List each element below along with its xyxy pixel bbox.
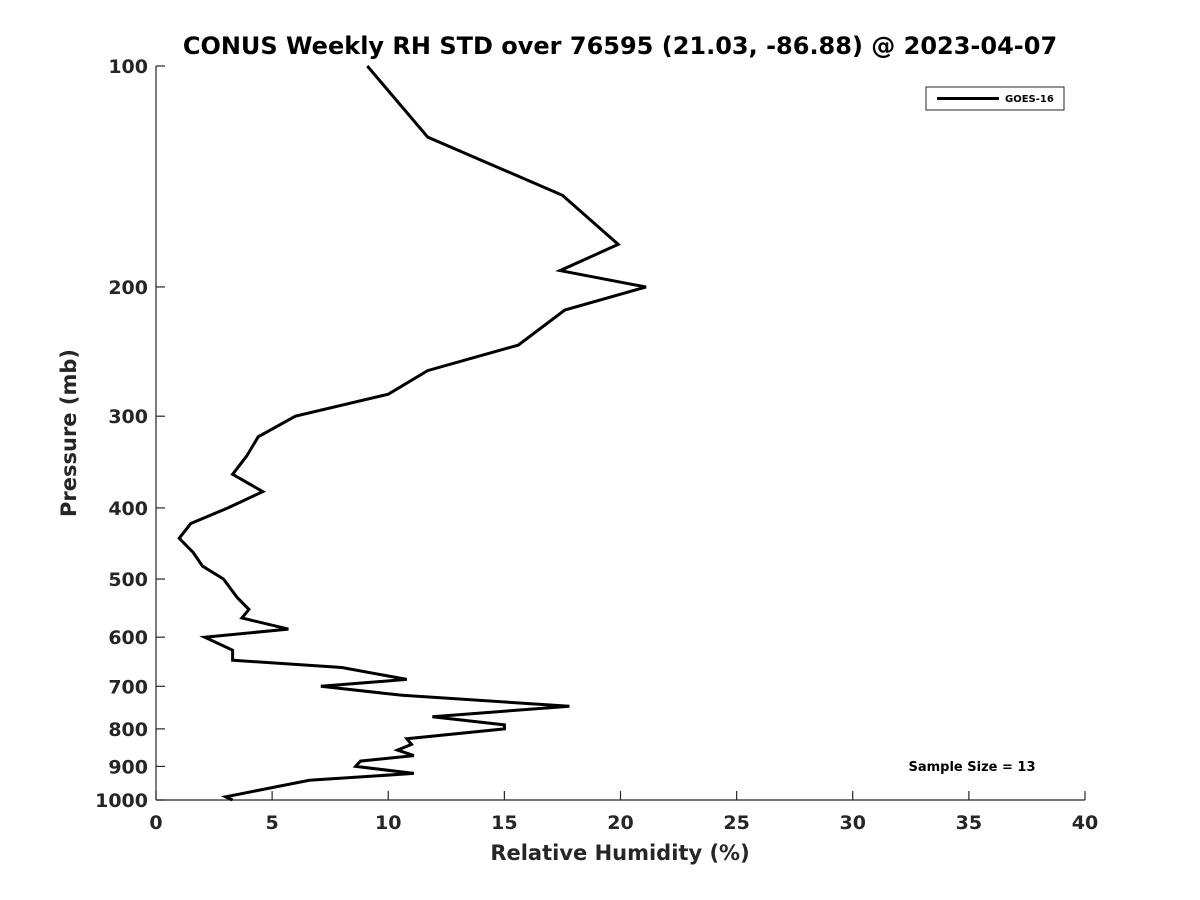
x-tick-label: 20 — [607, 812, 633, 834]
y-tick-label: 500 — [108, 569, 148, 591]
y-tick-label: 700 — [108, 676, 148, 698]
x-tick-label: 0 — [149, 812, 162, 834]
y-tick-label: 900 — [108, 756, 148, 778]
series-line-goes-16 — [177, 65, 647, 802]
sample-size-annotation: Sample Size = 13 — [908, 760, 1035, 775]
y-tick-label: 600 — [108, 627, 148, 649]
x-tick-label: 5 — [266, 812, 279, 834]
x-tick-label: 25 — [723, 812, 749, 834]
y-tick-label: 100 — [108, 56, 148, 78]
x-tick-label: 35 — [956, 812, 982, 834]
y-tick-label: 300 — [108, 406, 148, 428]
x-tick-label: 15 — [491, 812, 517, 834]
y-tick-label: 400 — [108, 498, 148, 520]
x-axis-ticks: 0 5 10 15 20 25 30 35 40 — [149, 791, 1098, 834]
series-group — [177, 65, 647, 802]
x-tick-label: 30 — [840, 812, 866, 834]
y-axis-ticks: 100 200 300 400 500 600 700 800 900 1000 — [95, 56, 165, 812]
x-tick-label: 40 — [1072, 812, 1098, 834]
chart-title: CONUS Weekly RH STD over 76595 (21.03, -… — [183, 32, 1057, 60]
legend-label-goes-16: GOES-16 — [1005, 94, 1054, 105]
x-tick-label: 10 — [375, 812, 401, 834]
x-axis-label: Relative Humidity (%) — [490, 841, 749, 865]
y-tick-label: 200 — [108, 277, 148, 299]
legend: GOES-16 — [925, 86, 1065, 111]
y-axis-label: Pressure (mb) — [57, 349, 81, 517]
y-tick-label: 1000 — [95, 790, 148, 812]
y-tick-label: 800 — [108, 719, 148, 741]
